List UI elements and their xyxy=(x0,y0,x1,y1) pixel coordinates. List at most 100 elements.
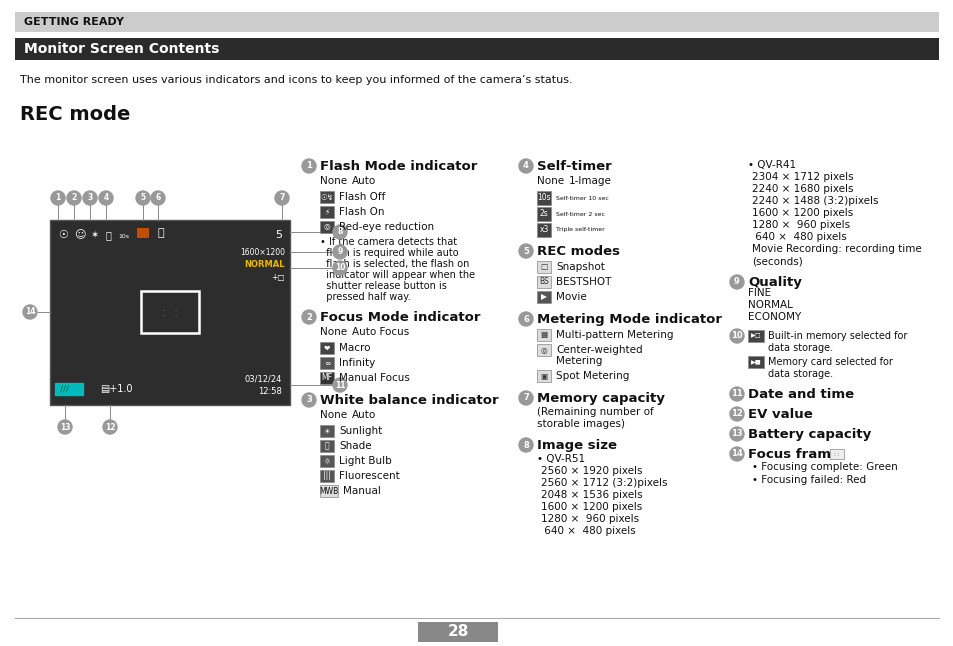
Circle shape xyxy=(518,159,533,173)
FancyBboxPatch shape xyxy=(537,207,551,221)
Text: ///: /// xyxy=(60,384,69,393)
Text: (seconds): (seconds) xyxy=(751,256,801,266)
Circle shape xyxy=(99,191,112,205)
Text: None: None xyxy=(319,410,347,420)
Circle shape xyxy=(518,438,533,452)
Text: Memory capacity: Memory capacity xyxy=(537,392,664,405)
Text: 2: 2 xyxy=(71,194,76,202)
FancyBboxPatch shape xyxy=(537,276,551,288)
Text: Quality: Quality xyxy=(747,276,801,289)
FancyBboxPatch shape xyxy=(319,455,334,467)
Text: REC mode: REC mode xyxy=(20,105,131,124)
Text: Multi-pattern Metering: Multi-pattern Metering xyxy=(556,330,673,340)
Circle shape xyxy=(729,275,743,289)
Text: REC modes: REC modes xyxy=(537,245,619,258)
Text: None: None xyxy=(319,176,347,186)
FancyBboxPatch shape xyxy=(50,220,290,405)
FancyBboxPatch shape xyxy=(319,440,334,452)
Text: 2560 × 1712 (3:2)pixels: 2560 × 1712 (3:2)pixels xyxy=(540,478,667,488)
Text: Memory card selected for: Memory card selected for xyxy=(767,357,892,367)
Text: ✶: ✶ xyxy=(90,230,98,240)
Circle shape xyxy=(729,329,743,343)
Text: 12: 12 xyxy=(730,410,742,419)
Text: ⛅: ⛅ xyxy=(324,441,329,450)
Circle shape xyxy=(51,191,65,205)
Text: indicator will appear when the: indicator will appear when the xyxy=(319,270,475,280)
Text: 1280 ×  960 pixels: 1280 × 960 pixels xyxy=(751,220,849,230)
Text: data storage.: data storage. xyxy=(767,343,832,353)
Text: 11: 11 xyxy=(730,390,742,399)
Text: 2240 × 1680 pixels: 2240 × 1680 pixels xyxy=(751,184,853,194)
Text: 7: 7 xyxy=(279,194,284,202)
Text: Monitor Screen Contents: Monitor Screen Contents xyxy=(24,42,219,56)
Circle shape xyxy=(302,159,315,173)
Text: Macro: Macro xyxy=(338,343,370,353)
FancyBboxPatch shape xyxy=(319,372,334,384)
Text: Auto Focus: Auto Focus xyxy=(352,327,409,337)
FancyBboxPatch shape xyxy=(537,329,551,341)
Text: ⏱: ⏱ xyxy=(106,230,112,240)
Text: flash is required while auto: flash is required while auto xyxy=(319,248,458,258)
Text: : :: : : xyxy=(833,452,839,457)
Text: • If the camera detects that: • If the camera detects that xyxy=(319,237,456,247)
Text: 2560 × 1920 pixels: 2560 × 1920 pixels xyxy=(540,466,641,476)
Circle shape xyxy=(518,312,533,326)
Text: 2304 × 1712 pixels: 2304 × 1712 pixels xyxy=(751,172,853,182)
Text: 2s: 2s xyxy=(539,209,548,218)
FancyBboxPatch shape xyxy=(747,356,763,368)
Text: ⌴: ⌴ xyxy=(158,228,165,238)
FancyBboxPatch shape xyxy=(417,622,497,642)
FancyBboxPatch shape xyxy=(319,342,334,354)
Text: ◎: ◎ xyxy=(323,222,330,231)
Text: The monitor screen uses various indicators and icons to keep you informed of the: The monitor screen uses various indicato… xyxy=(20,75,572,85)
Text: Shade: Shade xyxy=(338,441,372,451)
Text: Auto: Auto xyxy=(352,176,375,186)
Text: White balance indicator: White balance indicator xyxy=(319,394,498,407)
Circle shape xyxy=(518,244,533,258)
FancyBboxPatch shape xyxy=(319,485,337,497)
Text: ∞: ∞ xyxy=(323,359,330,368)
Text: 3: 3 xyxy=(306,395,312,404)
Text: Flash On: Flash On xyxy=(338,207,384,217)
Circle shape xyxy=(23,305,37,319)
FancyBboxPatch shape xyxy=(537,370,551,382)
Text: • QV-R41: • QV-R41 xyxy=(747,160,796,170)
Text: x3: x3 xyxy=(538,225,548,234)
Text: ◎: ◎ xyxy=(540,346,547,355)
Text: Movie Recording: recording time: Movie Recording: recording time xyxy=(751,244,921,254)
Text: Self-timer: Self-timer xyxy=(537,160,611,173)
Text: MWB: MWB xyxy=(319,486,338,495)
Text: 1600×1200: 1600×1200 xyxy=(240,248,285,257)
Text: Flash Mode indicator: Flash Mode indicator xyxy=(319,160,476,173)
Text: (Remaining number of: (Remaining number of xyxy=(537,407,653,417)
Text: NORMAL: NORMAL xyxy=(747,300,792,310)
Text: ☉: ☉ xyxy=(58,230,68,240)
Text: 9: 9 xyxy=(734,278,740,286)
Text: ▶□: ▶□ xyxy=(750,333,760,339)
Circle shape xyxy=(518,391,533,405)
Circle shape xyxy=(729,427,743,441)
Text: ☺: ☺ xyxy=(74,230,86,240)
FancyBboxPatch shape xyxy=(747,330,763,342)
Text: 8: 8 xyxy=(522,441,528,450)
Text: • Focusing complete: Green: • Focusing complete: Green xyxy=(751,462,897,472)
Text: 1600 × 1200 pixels: 1600 × 1200 pixels xyxy=(540,502,641,512)
Text: • QV-R51: • QV-R51 xyxy=(537,454,584,464)
Text: Fluorescent: Fluorescent xyxy=(338,471,399,481)
Text: □: □ xyxy=(539,262,547,271)
Circle shape xyxy=(136,191,150,205)
Text: 2048 × 1536 pixels: 2048 × 1536 pixels xyxy=(540,490,642,500)
Text: Metering: Metering xyxy=(556,356,601,366)
FancyBboxPatch shape xyxy=(319,206,334,218)
Text: Self-timer 2 sec: Self-timer 2 sec xyxy=(556,211,604,216)
Text: 6: 6 xyxy=(522,315,528,324)
Text: Triple self-timer: Triple self-timer xyxy=(556,227,604,233)
Text: ▶■: ▶■ xyxy=(750,360,760,364)
Circle shape xyxy=(729,387,743,401)
Text: 28: 28 xyxy=(447,625,468,640)
Text: 1-Image: 1-Image xyxy=(568,176,611,186)
Text: pressed half way.: pressed half way. xyxy=(319,292,410,302)
Text: 10s: 10s xyxy=(537,194,550,202)
Text: Manual Focus: Manual Focus xyxy=(338,373,410,383)
Text: :: : xyxy=(173,306,178,318)
